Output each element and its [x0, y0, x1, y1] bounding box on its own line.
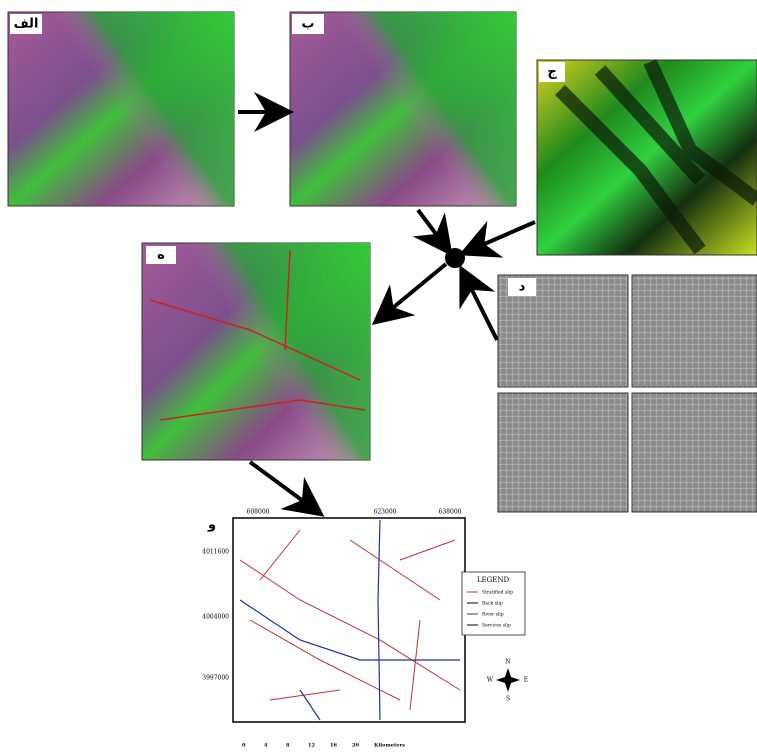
- x-label: 638000: [439, 509, 462, 516]
- panel-label: الف: [14, 17, 39, 32]
- panel-label: ه: [157, 248, 165, 263]
- compass-label: W: [487, 677, 494, 684]
- panel-a: الف: [8, 12, 234, 206]
- y-label: 3997000: [202, 675, 229, 682]
- scale-label: 20: [352, 743, 359, 749]
- legend-label: Back slip: [482, 601, 503, 607]
- figure: الف ب ج ه د و 608000 623000 638000 40116…: [0, 0, 757, 753]
- legend-title: LEGEND: [477, 576, 510, 584]
- compass-label: N: [505, 659, 510, 666]
- panel-label: و: [207, 518, 216, 533]
- scale-label: 4: [264, 743, 268, 749]
- panel-c: ج: [537, 60, 757, 255]
- compass-label: E: [524, 677, 528, 684]
- scale-label: 8: [286, 743, 290, 749]
- panel-b: ب: [290, 12, 516, 206]
- compass-label: S: [506, 696, 510, 703]
- panel-label: ج: [547, 65, 557, 80]
- y-label: 4011600: [202, 549, 229, 556]
- scale-label: 0: [242, 743, 246, 749]
- panel-label: ب: [301, 17, 314, 32]
- scale-label: 12: [308, 743, 315, 749]
- scale-bar: 0 4 8 12 16 20 Kilometers: [242, 743, 405, 749]
- x-label: 623000: [374, 509, 397, 516]
- compass: N E S W: [487, 659, 528, 703]
- scale-label: 16: [330, 743, 337, 749]
- legend-label: Stratified slip: [482, 590, 513, 596]
- panel-e: ه: [142, 243, 370, 460]
- legend-label: Services slip: [482, 623, 511, 629]
- panel-label: د: [519, 280, 526, 295]
- scale-label: Kilometers: [374, 743, 405, 749]
- x-label: 608000: [247, 509, 270, 516]
- fault-map: و 608000 623000 638000 4011600 4004000 3…: [202, 509, 528, 749]
- y-label: 4004000: [202, 614, 229, 621]
- legend-label: River slip: [482, 612, 504, 618]
- panel-d: د: [498, 275, 757, 512]
